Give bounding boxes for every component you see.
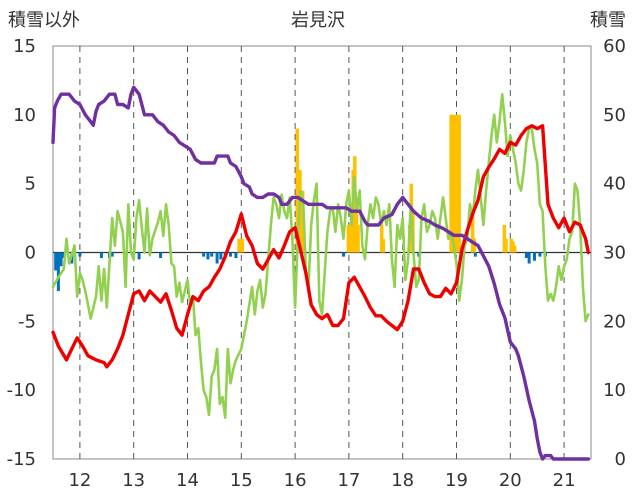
left-y-tick-0: 0 [25,243,36,264]
left-axis-label: 積雪以外 [8,10,80,31]
bar-blue-13 [210,252,214,257]
line-series [51,85,590,461]
chart-title: 岩見沢 [291,10,345,31]
series-line-purple [51,85,590,461]
bar-blue-8 [110,252,114,257]
left-y-tick--15: -15 [7,449,36,470]
x-tick-15: 15 [230,470,253,491]
bar-blue-0 [54,252,58,271]
left-y-tick--10: -10 [7,380,36,401]
x-tick-19: 19 [445,470,468,491]
right-y-tick-60: 60 [603,36,626,57]
bar-orange-1 [240,238,245,253]
bar-orange-23 [470,211,475,253]
right-y-tick-labels: 60 50 40 30 20 10 0 [603,36,626,470]
series-line-red [51,124,590,369]
x-tick-labels: 12 13 14 15 16 17 18 19 20 21 [68,470,575,491]
bar-blue-19 [342,252,346,257]
grid [52,45,592,460]
right-y-tick-0: 0 [615,449,626,470]
right-y-tick-50: 50 [603,105,626,126]
bar-orange-0 [237,238,241,253]
bar-blue-15 [219,252,223,260]
bar-blue-2 [59,252,63,267]
bar-blue-18 [234,252,238,259]
bar-blue-24 [533,252,537,261]
bar-blue-11 [202,252,206,257]
x-tick-21: 21 [553,470,576,491]
bar-orange-2 [295,128,300,253]
x-tick-12: 12 [68,470,91,491]
right-y-tick-40: 40 [603,174,626,195]
bar-blue-17 [229,252,233,257]
left-y-tick--5: -5 [18,311,36,332]
bar-blue-10 [159,252,163,259]
bar-blue-12 [206,252,210,260]
bar-blue-23 [527,252,531,264]
bar-orange-13 [381,238,386,253]
x-tick-20: 20 [499,470,522,491]
series-line-green [51,92,590,419]
bar-orange-24 [472,238,477,253]
bar-orange-26 [504,238,508,253]
x-tick-17: 17 [337,470,360,491]
bar-blue-25 [538,252,542,257]
bar-blue-22 [524,252,528,259]
x-tick-16: 16 [284,470,307,491]
left-y-tick-15: 15 [13,36,36,57]
bar-blue-21 [473,252,477,257]
right-y-tick-20: 20 [603,311,626,332]
bar-blue-14 [215,252,219,264]
x-tick-14: 14 [176,470,199,491]
bar-orange-11 [356,224,360,253]
bar-blue-9 [137,252,141,260]
bar-orange-29 [512,245,517,253]
left-y-tick-10: 10 [13,105,36,126]
bar-blue-6 [99,252,103,259]
bar-orange-22 [457,114,461,253]
right-y-tick-30: 30 [603,243,626,264]
bar-orange-4 [300,190,305,253]
left-y-tick-5: 5 [25,174,36,195]
x-tick-13: 13 [122,470,145,491]
right-axis-label: 積雪 [590,10,626,31]
right-y-tick-10: 10 [603,380,626,401]
x-tick-18: 18 [391,470,414,491]
left-y-tick-labels: 15 10 5 0 -5 -10 -15 [7,36,36,470]
bar-blue-1 [56,252,60,292]
bar-blue-5 [78,252,82,257]
